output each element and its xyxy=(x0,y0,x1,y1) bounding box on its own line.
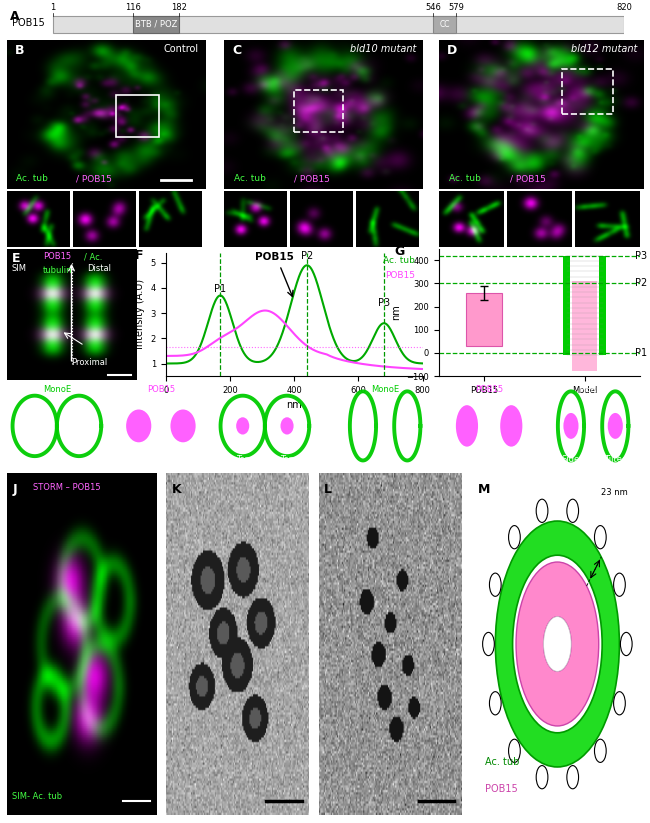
Ellipse shape xyxy=(564,413,578,439)
Text: P3: P3 xyxy=(378,298,390,308)
Text: L: L xyxy=(324,483,332,496)
Bar xyxy=(599,255,606,356)
Text: Top: Top xyxy=(280,455,294,464)
Text: Ac. tub: Ac. tub xyxy=(485,757,519,767)
Text: POB15: POB15 xyxy=(485,784,518,794)
Bar xyxy=(433,16,456,33)
Text: Ac. tub: Ac. tub xyxy=(383,257,415,265)
Text: Ac. tub: Ac. tub xyxy=(449,174,481,184)
Text: MonoE: MonoE xyxy=(43,385,71,394)
Y-axis label: Intensity (A.U): Intensity (A.U) xyxy=(135,279,145,350)
Text: Proximal: Proximal xyxy=(72,358,108,367)
Text: / POB15: / POB15 xyxy=(294,174,330,184)
Text: E: E xyxy=(12,253,20,266)
Text: tubulin: tubulin xyxy=(43,266,72,275)
Text: P3: P3 xyxy=(635,250,647,261)
Ellipse shape xyxy=(170,410,196,442)
Circle shape xyxy=(620,632,632,656)
Ellipse shape xyxy=(126,410,151,442)
Circle shape xyxy=(614,573,625,597)
X-axis label: nm: nm xyxy=(286,400,302,411)
Bar xyxy=(133,16,179,33)
Text: I: I xyxy=(339,385,343,398)
Text: P1: P1 xyxy=(214,284,226,294)
Circle shape xyxy=(543,616,571,672)
Text: MERGE: MERGE xyxy=(578,385,608,394)
Text: 182: 182 xyxy=(171,3,187,12)
Text: 23 nm: 23 nm xyxy=(601,488,628,497)
Text: M: M xyxy=(478,483,491,496)
Bar xyxy=(53,16,624,33)
Text: K: K xyxy=(172,483,181,496)
Text: Top: Top xyxy=(236,455,250,464)
Text: P2: P2 xyxy=(301,251,313,261)
Bar xyxy=(467,293,502,346)
Text: J: J xyxy=(12,483,17,496)
Circle shape xyxy=(489,573,501,597)
Circle shape xyxy=(489,691,501,715)
Text: G: G xyxy=(395,244,405,258)
Text: 1: 1 xyxy=(50,3,55,12)
Circle shape xyxy=(614,691,625,715)
Text: B: B xyxy=(14,44,24,57)
Bar xyxy=(563,255,570,356)
Text: SIM: SIM xyxy=(339,455,354,464)
Text: POB15: POB15 xyxy=(12,18,44,28)
Text: Side: Side xyxy=(562,455,580,464)
Text: P1: P1 xyxy=(635,348,647,358)
Bar xyxy=(116,95,159,137)
Text: POB15: POB15 xyxy=(147,385,175,394)
Text: POB15: POB15 xyxy=(385,272,415,280)
Y-axis label: nm: nm xyxy=(391,305,400,320)
Text: POB15: POB15 xyxy=(43,253,71,262)
Bar xyxy=(562,69,613,114)
Text: 820: 820 xyxy=(616,3,632,12)
Circle shape xyxy=(595,739,606,762)
Text: / POB15: / POB15 xyxy=(510,174,546,184)
Circle shape xyxy=(482,632,495,656)
Text: SIM: SIM xyxy=(10,455,25,464)
Circle shape xyxy=(508,739,520,762)
Text: Ac. tub: Ac. tub xyxy=(16,174,48,184)
Text: / Ac.: / Ac. xyxy=(84,253,103,262)
Text: 579: 579 xyxy=(448,3,464,12)
Circle shape xyxy=(508,526,520,549)
Text: STORM – POB15: STORM – POB15 xyxy=(33,483,101,492)
Text: 546: 546 xyxy=(425,3,441,12)
Text: MonoE: MonoE xyxy=(371,385,399,394)
Text: P2: P2 xyxy=(635,278,647,288)
Text: C: C xyxy=(232,44,241,57)
Text: Tilted: Tilted xyxy=(604,455,627,464)
Circle shape xyxy=(536,765,548,788)
Text: BTB / POZ: BTB / POZ xyxy=(135,20,177,29)
Text: SIM: SIM xyxy=(12,264,27,273)
Text: D: D xyxy=(447,44,457,57)
Text: H: H xyxy=(10,385,21,398)
Ellipse shape xyxy=(608,413,623,439)
Ellipse shape xyxy=(236,417,249,435)
Text: A: A xyxy=(10,10,20,23)
Text: MERGE: MERGE xyxy=(250,385,280,394)
Bar xyxy=(572,281,597,371)
Text: bld12 mutant: bld12 mutant xyxy=(571,44,638,54)
Circle shape xyxy=(567,765,578,788)
Bar xyxy=(294,91,343,133)
Circle shape xyxy=(536,500,548,523)
Ellipse shape xyxy=(500,405,523,447)
Text: 116: 116 xyxy=(125,3,141,12)
Text: POB15: POB15 xyxy=(475,385,503,394)
Text: Distal: Distal xyxy=(87,264,111,273)
Text: POB15: POB15 xyxy=(255,252,294,263)
Text: SIM- Ac. tub: SIM- Ac. tub xyxy=(12,792,62,801)
Text: Control: Control xyxy=(164,44,199,54)
Text: Ac. tub: Ac. tub xyxy=(234,174,266,184)
Text: bld10 mutant: bld10 mutant xyxy=(350,44,417,54)
Circle shape xyxy=(595,526,606,549)
Text: CC: CC xyxy=(439,20,450,29)
Ellipse shape xyxy=(281,417,294,435)
Text: / POB15: / POB15 xyxy=(76,174,112,184)
Text: F: F xyxy=(135,249,144,262)
Circle shape xyxy=(567,500,578,523)
Ellipse shape xyxy=(456,405,478,447)
